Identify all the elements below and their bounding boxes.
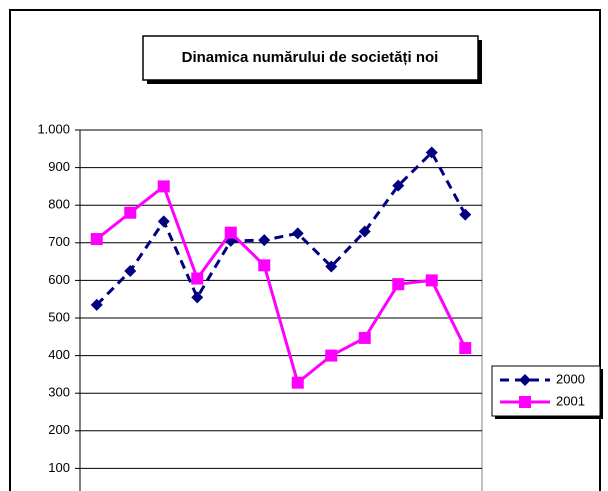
y-tick-label: 900 [48, 159, 70, 174]
marker [124, 265, 137, 277]
marker [258, 234, 271, 247]
marker [258, 259, 271, 272]
y-tick-label: 300 [48, 385, 70, 400]
marker [425, 146, 438, 159]
marker [124, 206, 137, 219]
marker [325, 349, 338, 362]
marker [358, 331, 371, 344]
y-tick-label: 800 [48, 197, 70, 212]
chart-title: Dinamica numărului de societăți noi [182, 49, 439, 66]
legend-marker [519, 396, 531, 408]
marker [90, 298, 103, 311]
series-line [95, 150, 467, 306]
marker [191, 291, 204, 304]
marker [224, 226, 237, 239]
y-tick-label: 500 [48, 309, 70, 324]
legend-marker [519, 374, 531, 386]
marker [325, 260, 338, 273]
y-tick-label: 200 [48, 422, 70, 437]
legend [491, 365, 601, 417]
marker [358, 225, 371, 238]
marker [157, 215, 170, 228]
y-tick-label: 700 [48, 234, 70, 249]
y-tick-label: 400 [48, 347, 70, 362]
marker [191, 272, 204, 285]
y-tick-label: 1.000 [37, 121, 70, 136]
y-tick-label: 600 [48, 272, 70, 287]
marker [392, 278, 405, 291]
marker [392, 179, 405, 192]
marker [459, 342, 472, 355]
plot-area [79, 129, 483, 491]
marker [291, 376, 304, 389]
marker [459, 208, 472, 221]
marker [157, 180, 170, 193]
legend-label: 2001 [556, 393, 585, 408]
marker [425, 274, 438, 287]
legend-label: 2000 [556, 371, 585, 386]
marker [291, 227, 304, 240]
title-box [142, 35, 479, 81]
y-tick-label: 100 [48, 460, 70, 475]
marker [90, 233, 103, 246]
